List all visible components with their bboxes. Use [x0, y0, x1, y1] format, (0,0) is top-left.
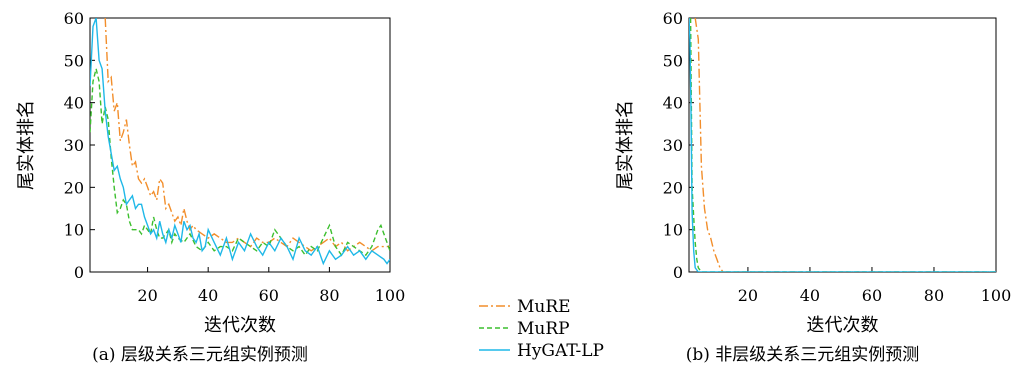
- chart-b-x-axis-label: 迭代次数: [807, 315, 879, 336]
- chart-a-y-axis-label: 尾实体排名: [16, 100, 37, 190]
- x-tick-label: 60: [259, 286, 279, 305]
- series-line-hygat-lp: [689, 18, 996, 272]
- legend-label-murp: MuRP: [517, 319, 570, 339]
- x-tick-label: 20: [738, 286, 758, 305]
- y-tick-label: 20: [64, 178, 84, 197]
- x-tick-label: 40: [198, 286, 218, 305]
- y-tick-label: 50: [64, 51, 84, 70]
- chart-b: 0 10 20 30 40 50 60 20 40 60 80 100 尾实体排名 迭代次数 (b)…: [615, 9, 1011, 365]
- y-tick-label: 0: [673, 263, 683, 282]
- y-tick-label: 50: [663, 51, 683, 70]
- chart-a-y-ticks: 0 10 20 30 40 50 60: [64, 9, 95, 282]
- y-tick-label: 60: [663, 9, 683, 28]
- legend-item-murp: MuRP: [479, 319, 570, 339]
- chart-a-series: [90, 18, 390, 266]
- chart-a: 0 10 20 30 40 50 60 20 40 60 80 100 尾实体排名 迭代次数 (a)…: [16, 9, 405, 365]
- y-tick-label: 40: [663, 94, 683, 113]
- series-line-murp: [90, 68, 390, 257]
- chart-b-series: [689, 18, 996, 272]
- chart-b-x-ticks: 20 40 60 80 100: [738, 267, 1012, 305]
- y-tick-label: 30: [64, 136, 84, 155]
- x-tick-label: 80: [319, 286, 339, 305]
- chart-b-frame: [688, 17, 997, 273]
- chart-b-y-axis-label: 尾实体排名: [615, 100, 636, 190]
- y-tick-label: 30: [663, 136, 683, 155]
- series-line-hygat-lp: [90, 18, 390, 266]
- chart-a-frame: [89, 17, 391, 273]
- chart-a-x-axis-label: 迭代次数: [204, 315, 276, 336]
- chart-b-y-ticks: 0 10 20 30 40 50 60: [663, 9, 694, 282]
- chart-b-caption: (b) 非层级关系三元组实例预测: [686, 345, 920, 365]
- chart-a-caption: (a) 层级关系三元组实例预测: [92, 345, 308, 365]
- series-line-murp: [689, 18, 996, 272]
- legend: MuRE MuRP HyGAT-LP: [479, 297, 604, 361]
- x-tick-label: 20: [137, 286, 157, 305]
- legend-item-hygat-lp: HyGAT-LP: [479, 341, 604, 361]
- y-tick-label: 60: [64, 9, 84, 28]
- series-line-mure: [694, 18, 996, 272]
- legend-label-hygat-lp: HyGAT-LP: [517, 341, 604, 361]
- y-tick-label: 10: [64, 221, 84, 240]
- y-tick-label: 0: [74, 263, 84, 282]
- chart-a-x-ticks: 20 40 60 80 100: [137, 267, 405, 305]
- x-tick-label: 40: [800, 286, 820, 305]
- legend-label-mure: MuRE: [517, 297, 571, 317]
- x-tick-label: 100: [375, 286, 406, 305]
- series-line-mure: [104, 18, 390, 252]
- y-tick-label: 40: [64, 94, 84, 113]
- x-tick-label: 80: [924, 286, 944, 305]
- y-tick-label: 20: [663, 178, 683, 197]
- x-tick-label: 60: [862, 286, 882, 305]
- x-tick-label: 100: [981, 286, 1012, 305]
- y-tick-label: 10: [663, 221, 683, 240]
- legend-item-mure: MuRE: [479, 297, 571, 317]
